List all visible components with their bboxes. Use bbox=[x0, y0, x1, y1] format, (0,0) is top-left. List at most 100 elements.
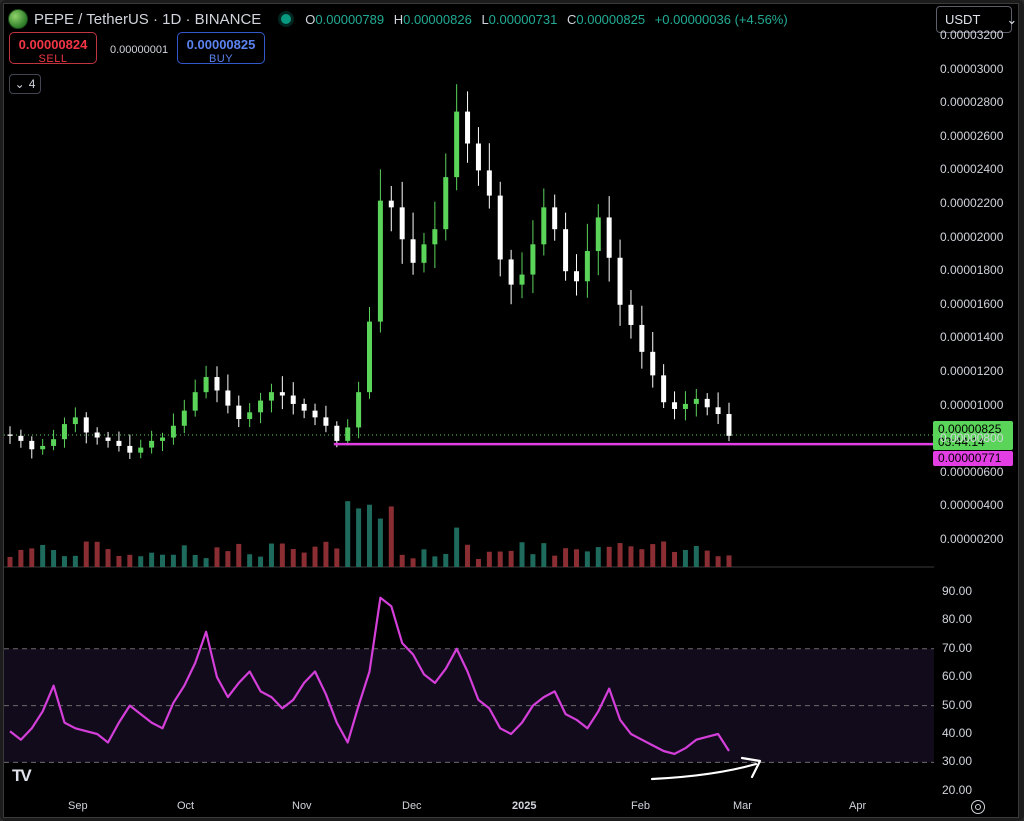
candle-body bbox=[388, 200, 394, 208]
candle-body bbox=[236, 405, 242, 420]
candle-body bbox=[552, 207, 558, 230]
volume-bar bbox=[475, 558, 481, 567]
rsi-axis-tick: 40.00 bbox=[942, 726, 973, 740]
rsi-axis-tick: 50.00 bbox=[942, 697, 973, 712]
volume-bar bbox=[301, 552, 307, 567]
volume-bar bbox=[563, 548, 569, 567]
candle-body bbox=[650, 351, 656, 376]
candle-body bbox=[356, 392, 362, 428]
arrow-annotation-icon bbox=[740, 756, 762, 779]
volume-bar bbox=[116, 555, 122, 567]
volume-bar bbox=[61, 556, 67, 567]
rsi-axis-tick: 30.00 bbox=[942, 754, 973, 769]
volume-bar bbox=[105, 549, 111, 567]
price-axis-tick: 0.00000800 bbox=[940, 431, 1004, 446]
volume-bar bbox=[541, 543, 547, 567]
bar-countdown: 03:44:14 bbox=[938, 435, 985, 449]
buy-button[interactable]: 0.00000825 BUY bbox=[177, 32, 265, 65]
volume-bar bbox=[334, 548, 340, 567]
time-axis-tick: Sep bbox=[68, 800, 88, 812]
pepe-logo-icon bbox=[8, 9, 28, 29]
volume-bar bbox=[170, 554, 176, 567]
spread-value: 0.00000001 bbox=[110, 44, 169, 56]
symbol-title[interactable]: PEPE / TetherUS · 1D · BINANCE bbox=[34, 10, 262, 28]
candle-body bbox=[138, 447, 144, 453]
price-axis-tick: 0.00002000 bbox=[940, 229, 1004, 244]
volume-bar bbox=[181, 545, 187, 567]
chart-canvas[interactable] bbox=[4, 4, 1020, 819]
symbol-header: PEPE / TetherUS · 1D · BINANCE O0.000007… bbox=[8, 6, 788, 32]
candle-body bbox=[258, 400, 264, 413]
candle-body bbox=[323, 417, 329, 426]
chevron-down-icon: ⌄ bbox=[1006, 11, 1018, 27]
price-axis-tick: 0.00001200 bbox=[940, 364, 1004, 378]
volume-bar bbox=[40, 544, 46, 567]
volume-bar bbox=[421, 549, 427, 567]
volume-bar bbox=[726, 555, 732, 567]
volume-bar bbox=[138, 556, 144, 567]
volume-bar bbox=[672, 551, 678, 567]
price-axis-tick: 0.00002800 bbox=[940, 95, 1004, 110]
volume-bar bbox=[258, 556, 264, 567]
volume-bar bbox=[51, 550, 57, 567]
chart-pane[interactable] bbox=[3, 3, 1019, 818]
candle-body bbox=[693, 398, 699, 404]
time-axis-tick: Nov bbox=[292, 800, 312, 812]
candle-body bbox=[334, 425, 340, 441]
candle-body bbox=[595, 217, 601, 252]
price-change: +0.00000036 (+4.56%) bbox=[654, 11, 788, 27]
volume-bar bbox=[497, 551, 503, 567]
volume-bar bbox=[94, 541, 100, 567]
candle-body bbox=[214, 377, 220, 391]
support-price-tag: 0.00000771 bbox=[933, 451, 1013, 466]
candle-body bbox=[203, 377, 209, 393]
candle-body bbox=[105, 437, 111, 441]
volume-bar bbox=[508, 550, 514, 567]
candle-body bbox=[563, 229, 569, 272]
volume-bar bbox=[530, 554, 536, 567]
tradingview-logo-icon[interactable]: TV bbox=[12, 766, 32, 785]
price-axis-tick: 0.00000200 bbox=[940, 532, 1004, 546]
price-axis-tick: 0.00000600 bbox=[940, 464, 1004, 479]
volume-bar bbox=[628, 546, 634, 567]
volume-bar bbox=[225, 551, 231, 567]
candle-body bbox=[617, 257, 623, 305]
rsi-axis-tick: 80.00 bbox=[942, 612, 973, 627]
candle-body bbox=[345, 427, 351, 441]
candle-body bbox=[94, 432, 100, 438]
market-status-icon[interactable] bbox=[281, 14, 292, 24]
price-axis-tick: 0.00003000 bbox=[940, 61, 1004, 76]
volume-bar bbox=[83, 541, 89, 567]
volume-bar bbox=[72, 555, 78, 567]
candle-body bbox=[475, 143, 481, 171]
currency-select[interactable]: USDT ⌄ bbox=[936, 6, 1017, 33]
settings-gear-icon[interactable] bbox=[971, 800, 985, 814]
candle-body bbox=[682, 403, 688, 409]
candle-body bbox=[312, 410, 318, 418]
volume-bar bbox=[584, 551, 590, 567]
volume-bar bbox=[356, 508, 362, 567]
price-axis-tick: 0.00001600 bbox=[940, 296, 1004, 311]
candle-body bbox=[606, 217, 612, 258]
sell-button[interactable]: 0.00000824 SELL bbox=[9, 32, 97, 65]
volume-bar bbox=[410, 558, 416, 567]
candle-body bbox=[247, 412, 253, 420]
candle-body bbox=[18, 435, 24, 441]
indicators-toggle-button[interactable]: ⌄ 4 bbox=[9, 74, 41, 94]
candle-body bbox=[192, 392, 198, 411]
candle-body bbox=[290, 395, 296, 404]
volume-bar bbox=[127, 554, 133, 567]
time-axis-tick: 2025 bbox=[512, 800, 537, 812]
volume-bar bbox=[312, 546, 318, 567]
volume-bar bbox=[247, 554, 253, 567]
candle-body bbox=[519, 274, 525, 285]
price-axis-tick: 0.00001800 bbox=[940, 263, 1004, 278]
volume-bar bbox=[214, 547, 220, 567]
time-axis-tick: Apr bbox=[849, 800, 867, 812]
candle-body bbox=[704, 398, 710, 408]
candle-body bbox=[672, 402, 678, 409]
time-axis-tick: Mar bbox=[733, 800, 752, 812]
candle-body bbox=[127, 445, 133, 453]
candle-body bbox=[530, 244, 536, 275]
